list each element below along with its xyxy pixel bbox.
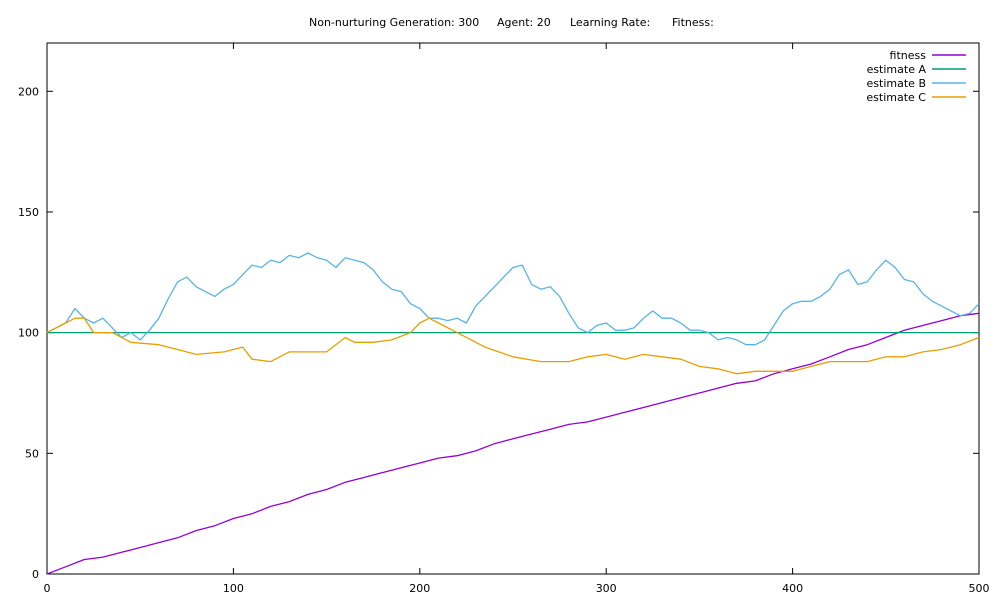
header-agent: Agent: 20 xyxy=(497,16,551,29)
legend-label: fitness xyxy=(890,49,927,62)
header-fitness: Fitness: xyxy=(672,16,714,29)
legend-label: estimate B xyxy=(867,77,926,90)
y-tick-label: 0 xyxy=(32,568,39,581)
y-tick-label: 200 xyxy=(18,85,39,98)
series-line-estimate-C xyxy=(46,317,980,375)
x-tick-label: 500 xyxy=(969,582,990,595)
series-line-fitness xyxy=(46,312,980,575)
y-tick-label: 50 xyxy=(25,447,39,460)
x-tick-label: 0 xyxy=(44,582,51,595)
header-generation: Non-nurturing Generation: 300 xyxy=(309,16,479,29)
y-tick-label: 150 xyxy=(18,206,39,219)
axes: 0 100 200 300 400 500 0 50 100 150 200 xyxy=(18,43,990,595)
plot-area-border xyxy=(46,42,980,575)
chart-header: Non-nurturing Generation: 300 Agent: 20 … xyxy=(309,16,714,29)
x-tick-label: 300 xyxy=(596,582,617,595)
legend-label: estimate C xyxy=(866,91,926,104)
series-layer xyxy=(46,252,980,575)
header-learning-rate: Learning Rate: xyxy=(570,16,650,29)
series-line-estimate-B xyxy=(46,252,980,346)
y-tick-label: 100 xyxy=(18,327,39,340)
x-tick-label: 200 xyxy=(409,582,430,595)
legend-label: estimate A xyxy=(867,63,927,76)
x-tick-label: 400 xyxy=(782,582,803,595)
x-tick-label: 100 xyxy=(223,582,244,595)
